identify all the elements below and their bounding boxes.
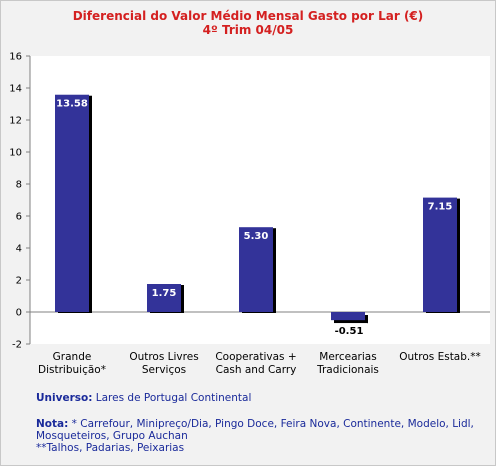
category-label: Mercearias Tradicionais (317, 351, 379, 376)
y-tick-label: 14 (9, 84, 22, 95)
bar (147, 284, 181, 312)
y-tick-label: 0 (16, 308, 22, 319)
bar (423, 197, 457, 312)
chart-title: Diferencial do Valor Médio Mensal Gasto … (72, 9, 424, 23)
y-tick-label: -2 (12, 340, 22, 351)
data-label: 5.30 (244, 231, 269, 242)
footnote: Nota: * Carrefour, Minipreço/Dia, Pingo … (36, 418, 474, 431)
footnote-line-1: * Carrefour, Minipreço/Dia, Pingo Doce, … (71, 418, 474, 430)
data-label: 13.58 (56, 99, 88, 110)
data-label: 7.15 (428, 202, 453, 213)
category-label: Outros Livres Serviços (129, 351, 199, 376)
y-tick-label: 4 (16, 244, 22, 255)
footnote-line-2: Mosqueteiros, Grupo Auchan (36, 430, 188, 442)
footnote-label: Nota: (36, 418, 69, 430)
bar (331, 312, 365, 321)
universe-text: Lares de Portugal Continental (95, 392, 252, 404)
data-label: -0.51 (335, 326, 364, 337)
bar (55, 94, 89, 312)
category-label: Grande Distribuição* (38, 351, 106, 376)
data-label-bg (329, 323, 367, 338)
chart-subtitle: 4º Trim 04/05 (202, 23, 294, 37)
footnote-line-3: **Talhos, Padarias, Peixarias (36, 442, 185, 454)
y-tick-label: 8 (16, 180, 22, 191)
y-tick-label: 16 (9, 52, 22, 63)
y-tick-label: 10 (9, 148, 22, 159)
universe-label: Universo: (36, 392, 93, 404)
category-label: Outros Estab.** (399, 351, 481, 363)
y-tick-label: 12 (9, 116, 22, 127)
data-label: 1.75 (152, 288, 177, 299)
y-tick-label: 2 (16, 276, 22, 287)
y-tick-label: 6 (16, 212, 22, 223)
bar (239, 227, 273, 312)
universe-note: Universo: Lares de Portugal Continental (36, 392, 251, 405)
category-label: Cooperativas + Cash and Carry (215, 351, 297, 376)
